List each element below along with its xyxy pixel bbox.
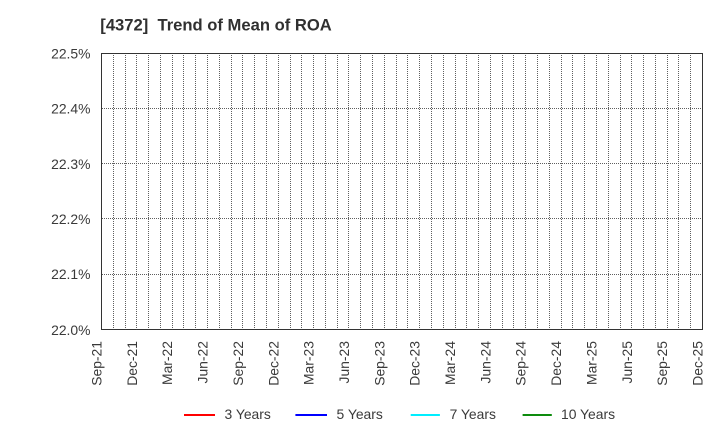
svg-text:22.3%: 22.3% [51, 156, 90, 172]
svg-text:Mar-22: Mar-22 [159, 341, 175, 385]
svg-text:Sep-22: Sep-22 [230, 341, 246, 386]
svg-text:Sep-21: Sep-21 [89, 341, 105, 386]
svg-text:Jun-24: Jun-24 [477, 341, 493, 384]
svg-text:Sep-24: Sep-24 [513, 341, 529, 386]
svg-text:10 Years: 10 Years [561, 406, 615, 422]
svg-text:Dec-21: Dec-21 [124, 341, 140, 386]
svg-text:22.5%: 22.5% [51, 45, 90, 61]
svg-text:Mar-24: Mar-24 [442, 341, 458, 385]
svg-text:Dec-25: Dec-25 [690, 341, 706, 386]
svg-text:Sep-25: Sep-25 [654, 341, 670, 386]
svg-text:22.1%: 22.1% [51, 266, 90, 282]
svg-text:22.4%: 22.4% [51, 101, 90, 117]
svg-text:Jun-23: Jun-23 [336, 341, 352, 384]
svg-text:Dec-22: Dec-22 [265, 341, 281, 386]
svg-text:Jun-22: Jun-22 [195, 341, 211, 384]
svg-text:7 Years: 7 Years [450, 406, 496, 422]
svg-text:22.2%: 22.2% [51, 211, 90, 227]
svg-text:Mar-25: Mar-25 [583, 341, 599, 385]
svg-text:3 Years: 3 Years [225, 406, 271, 422]
svg-text:[4372] Trend of Mean of ROA: [4372] Trend of Mean of ROA [100, 16, 331, 35]
svg-text:22.0%: 22.0% [51, 322, 90, 338]
svg-text:Dec-24: Dec-24 [548, 341, 564, 386]
svg-text:5 Years: 5 Years [337, 406, 383, 422]
svg-text:Mar-23: Mar-23 [301, 341, 317, 385]
svg-text:Jun-25: Jun-25 [619, 341, 635, 384]
svg-text:Dec-23: Dec-23 [407, 341, 423, 386]
svg-text:Sep-23: Sep-23 [371, 341, 387, 386]
